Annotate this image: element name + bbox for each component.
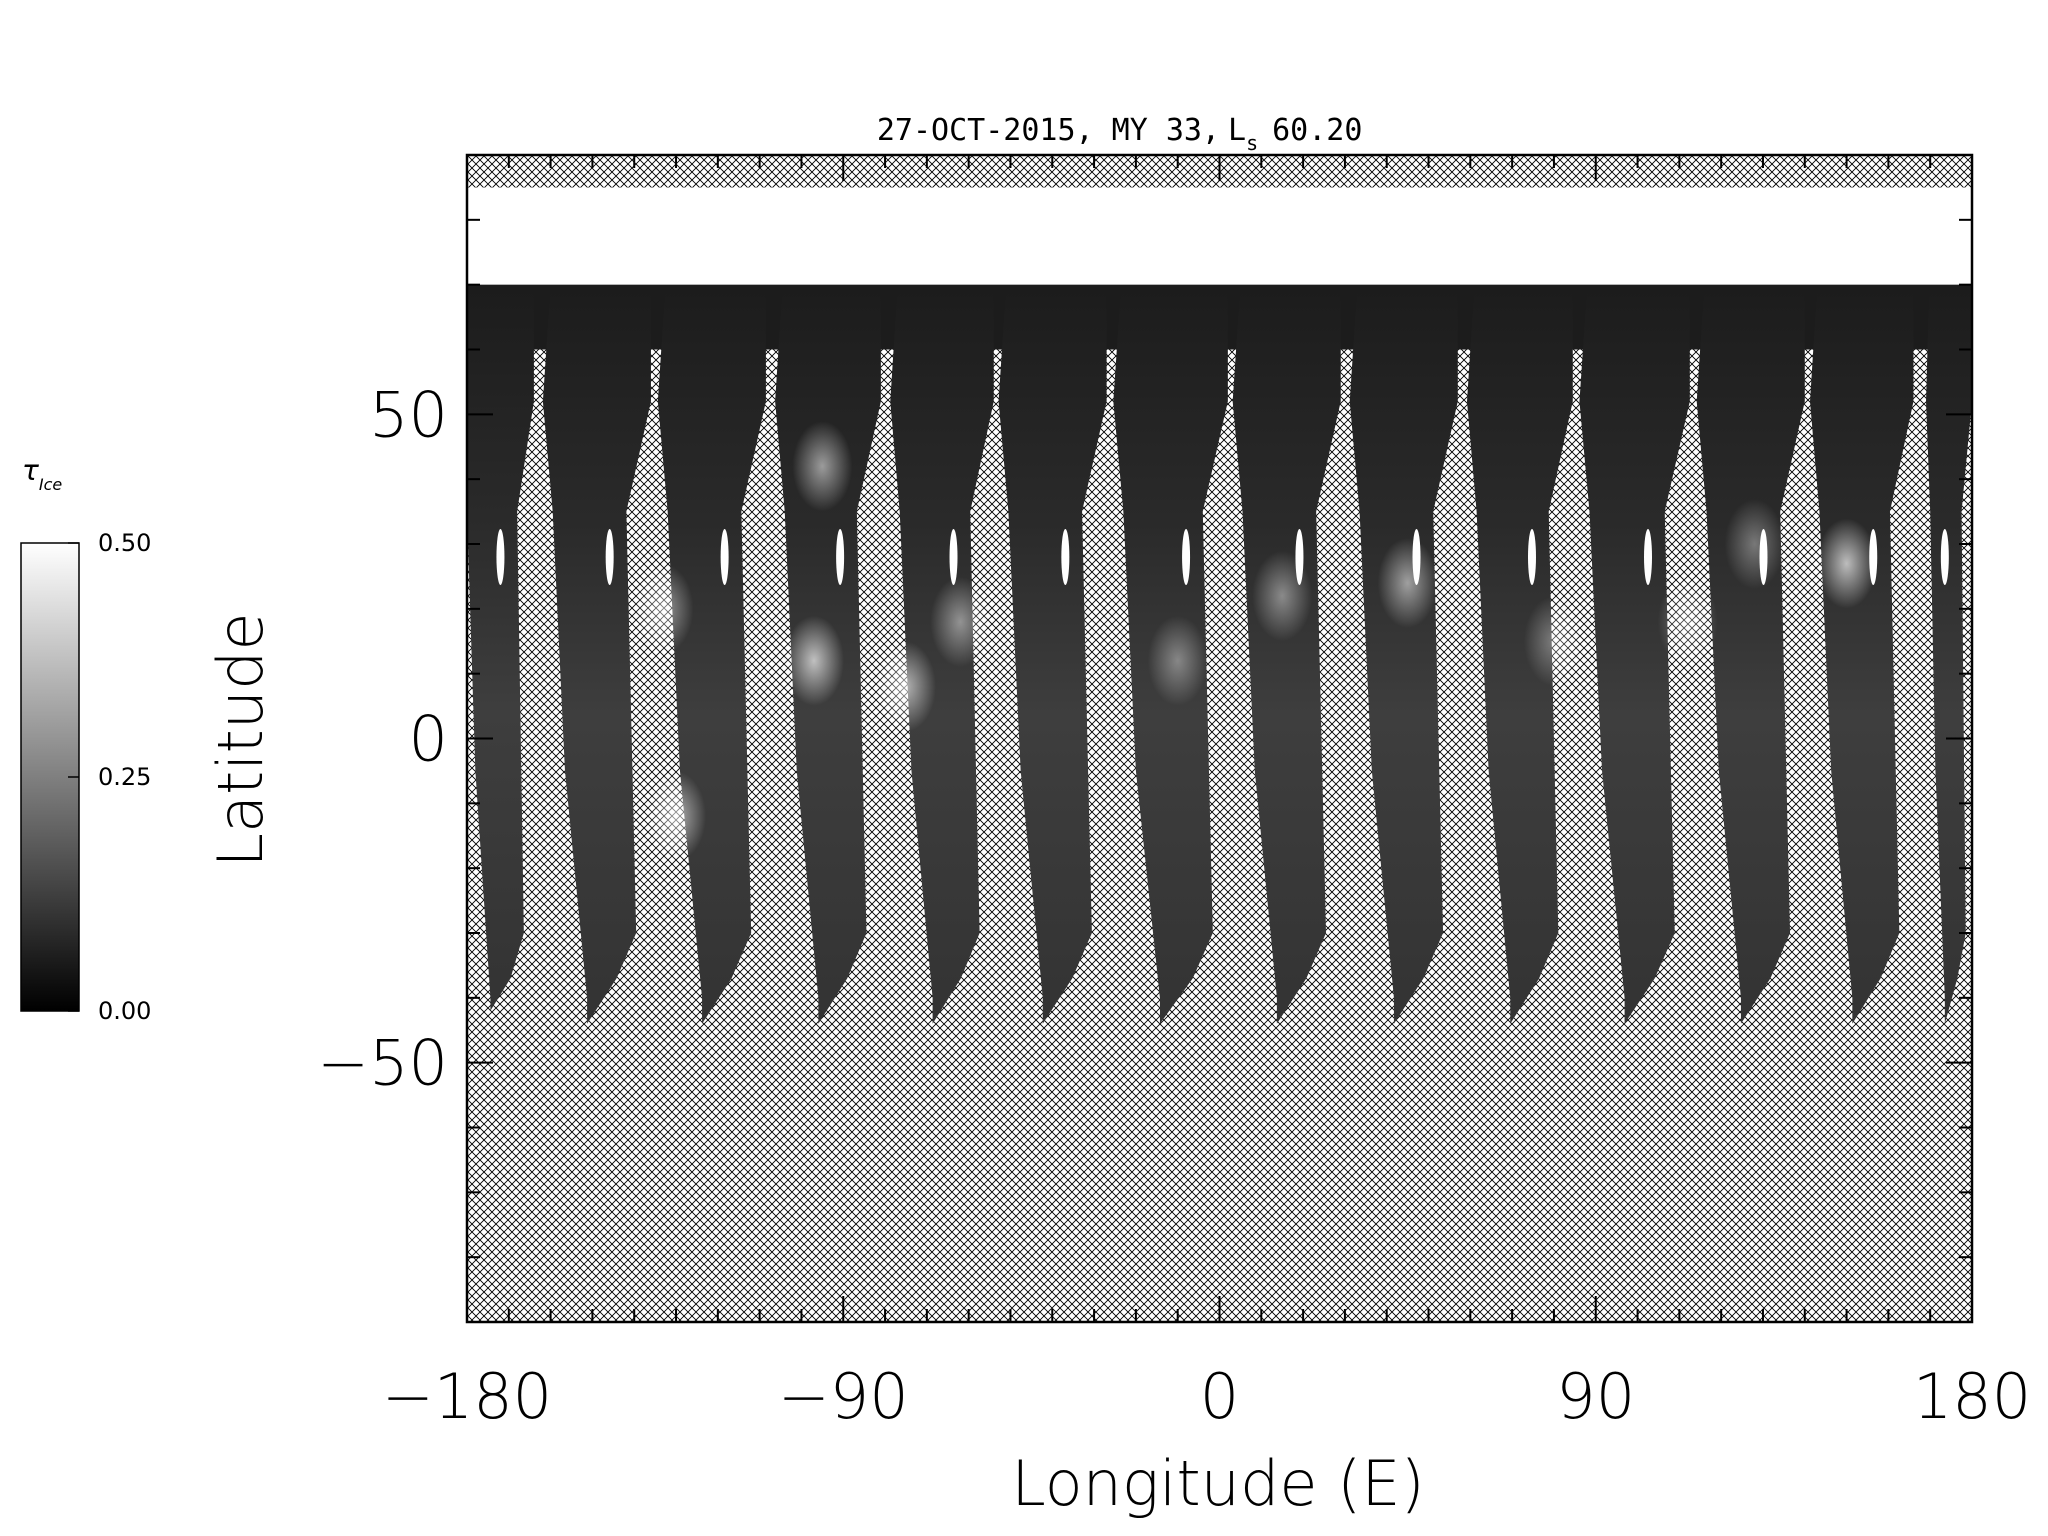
x-axis-label: Longitude (E) <box>1011 1447 1424 1520</box>
colorbar-tick-label: 0.00 <box>98 997 151 1025</box>
swath-gap <box>1527 528 1536 585</box>
cloud-feature <box>930 576 991 667</box>
colorbar-ticks: 0.00 0.25 0.50 <box>68 529 151 1025</box>
observation-swath <box>657 252 766 1024</box>
colorbar-label: τIce <box>22 454 62 494</box>
cloud-feature <box>783 615 844 706</box>
swath-gap <box>949 528 958 585</box>
swath-gap <box>836 528 845 585</box>
swath-gap <box>496 528 505 585</box>
axis-ticks <box>466 154 1973 1323</box>
observation-swath <box>467 252 534 1011</box>
swath-gap <box>605 528 614 585</box>
observation-swath <box>1579 252 1690 1024</box>
x-tick-label: 0 <box>1200 1360 1239 1433</box>
cloud-feature <box>1377 537 1438 628</box>
cloud-feature <box>792 421 853 512</box>
y-tick-label: 0 <box>409 703 448 776</box>
chart-title: 27-OCT-2015, MY 33, <box>877 113 1220 148</box>
observation-swath <box>542 252 651 1024</box>
y-tick-label: 50 <box>369 378 448 451</box>
x-tick-label: 180 <box>1913 1360 2031 1433</box>
cloud-feature <box>633 563 694 654</box>
observation-swath <box>1926 252 1972 1024</box>
cloud-feature <box>1816 518 1877 609</box>
y-tick-label: −50 <box>317 1027 448 1100</box>
swath-gap <box>1644 528 1653 585</box>
swath-gap <box>1182 528 1191 585</box>
cloud-feature <box>1147 615 1208 706</box>
colorbar: τIce 0.00 0.25 0.50 <box>20 454 151 1025</box>
observation-swath <box>1466 252 1573 1024</box>
cloud-feature <box>646 771 707 862</box>
cloud-feature <box>1523 596 1584 687</box>
observation-swath <box>1696 252 1805 1024</box>
swath-gap <box>720 528 729 585</box>
y-axis-label: Latitude <box>204 612 277 867</box>
swath-gap <box>1940 528 1949 585</box>
observation-swath <box>998 252 1107 1024</box>
north-polar-cap <box>467 187 1972 285</box>
cloud-feature <box>1724 499 1785 589</box>
tick-labels: −180 −90 0 90 180 −50 0 50 <box>317 378 2031 1433</box>
swath-gap <box>1061 528 1070 585</box>
colorbar-tick-label: 0.25 <box>98 763 151 791</box>
x-tick-label: −180 <box>382 1360 552 1433</box>
cloud-feature <box>1657 576 1718 667</box>
colorbar-tick-label: 0.50 <box>98 529 151 557</box>
cloud-feature <box>1252 550 1313 641</box>
cloud-feature <box>875 641 936 732</box>
x-tick-label: −90 <box>778 1360 909 1433</box>
title-ls: Ls 60.20 <box>1228 113 1362 155</box>
observation-swath <box>1349 252 1458 1024</box>
x-tick-label: 90 <box>1556 1360 1635 1433</box>
observation-swath <box>1810 252 1914 1024</box>
